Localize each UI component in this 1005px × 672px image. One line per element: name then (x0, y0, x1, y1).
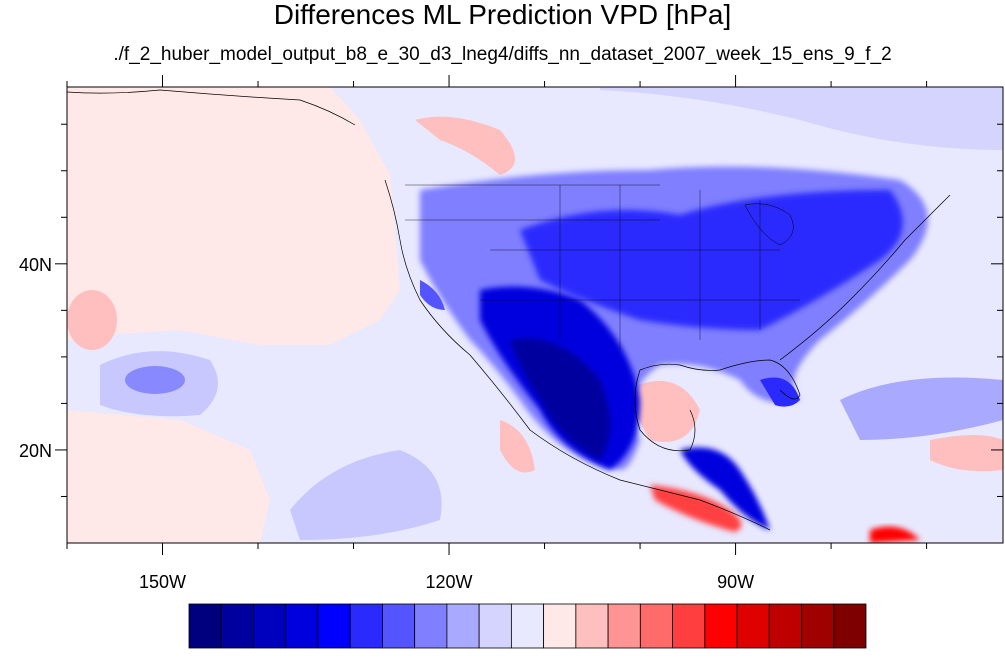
lon-tick-label: 90W (717, 572, 754, 592)
colorbar-swatch (285, 603, 319, 649)
lat-tick-label: 20N (19, 441, 52, 461)
central-america-positive-core (650, 485, 742, 532)
pacific-coastline (384, 179, 771, 531)
south-pacific-positive-region (67, 410, 270, 543)
alaska-coastline (67, 89, 356, 126)
colorbar-swatch (833, 603, 867, 649)
colorbar-swatch (607, 603, 641, 649)
colorbar-swatch (220, 603, 254, 649)
pacific-negative-core (125, 366, 185, 394)
caribbean-positive-core (870, 526, 920, 543)
colorbar-swatch (478, 603, 512, 649)
great-lakes (744, 203, 794, 246)
plot-title: Differences ML Prediction VPD [hPa] (273, 0, 732, 30)
gulf-positive-patch (635, 380, 700, 442)
lon-tick-label: 150W (139, 572, 186, 592)
colorbar-swatch (801, 603, 835, 649)
colorbar (188, 603, 867, 649)
colorbar-swatch (575, 603, 609, 649)
central-america-negative-core (680, 447, 770, 530)
canada-north-patch (600, 87, 1003, 150)
colorbar-swatch (543, 603, 577, 649)
lon-tick-label: 120W (426, 572, 473, 592)
florida-negative-patch (760, 377, 800, 407)
atlantic-positive-patch (930, 435, 1003, 472)
colorbar-swatch (382, 603, 416, 649)
plot-subtitle: ./f_2_huber_model_output_b8_e_30_d3_lneg… (113, 44, 892, 65)
mexico-gulf-coastline (634, 369, 696, 452)
coastlines (67, 89, 951, 531)
colorbar-swatch (510, 603, 545, 649)
colorbar-swatch (414, 603, 448, 649)
canada-west-positive-patch (415, 116, 515, 175)
colorbar-swatch (349, 603, 383, 649)
colorbar-swatch (736, 603, 770, 649)
state-borders (405, 184, 660, 221)
colorbar-swatch (446, 603, 480, 649)
pacific-positive-region (67, 87, 400, 345)
lat-tick-label: 40N (19, 255, 52, 275)
colorbar-swatch (188, 603, 222, 649)
pacific-coast-positive-patch (500, 420, 535, 473)
contour-field (67, 87, 1003, 543)
atlantic-coastline (779, 194, 951, 361)
colorbar-swatch (253, 603, 287, 649)
gulf-coastline (639, 359, 801, 400)
mexico-extreme-negative-core (510, 338, 610, 460)
colorbar-swatch (672, 603, 706, 649)
california-negative-patch (420, 280, 445, 310)
axis-ticks: 150W 120W 90W 40N 20N (19, 75, 1003, 592)
atlantic-negative-band (840, 377, 1003, 440)
colorbar-swatch (639, 603, 673, 649)
interior-borders (480, 185, 800, 350)
map-frame (66, 86, 1004, 544)
colorbar-swatch (768, 603, 802, 649)
colorbar-swatch (317, 603, 351, 649)
east-pacific-negative-patch (290, 450, 442, 540)
colorbar-swatch (704, 603, 738, 649)
west-pacific-positive-patch (67, 290, 117, 350)
us-strong-negative-region (520, 190, 903, 330)
